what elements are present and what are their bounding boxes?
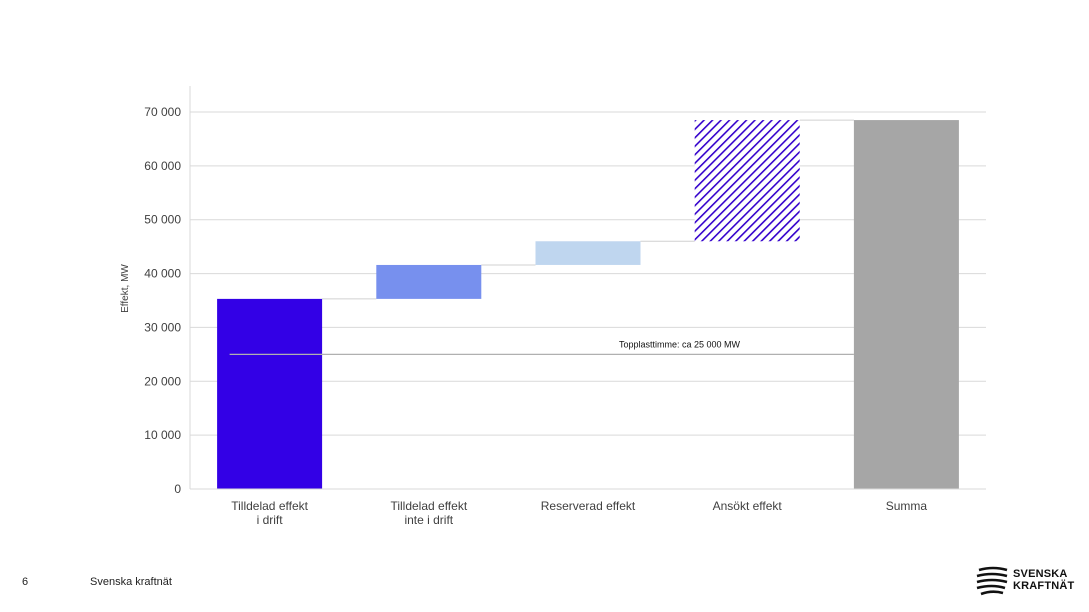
y-tick-label: 40 000	[144, 267, 181, 281]
y-tick-label: 70 000	[144, 105, 181, 119]
bar	[853, 120, 959, 489]
footer-organization: Svenska kraftnät	[90, 576, 172, 588]
bar	[217, 298, 323, 489]
x-category-label: i drift	[257, 513, 284, 527]
bar	[694, 120, 800, 242]
y-axis-title: Effekt, MW	[120, 264, 131, 313]
bar	[376, 264, 482, 299]
x-category-label: Tilldelad effekt	[390, 499, 467, 513]
bar	[535, 241, 641, 265]
logo-line-2: KRAFTNÄT	[1013, 580, 1075, 592]
y-tick-label: 10 000	[144, 428, 181, 442]
svenska-kraftnat-logo: SVENSKA KRAFTNÄT	[975, 564, 1075, 596]
page-number: 6	[22, 576, 29, 588]
x-category-label: Reserverad effekt	[541, 499, 636, 513]
x-category-label: inte i drift	[404, 513, 453, 527]
y-tick-label: 20 000	[144, 374, 181, 388]
waterfall-chart: Topplasttimme: ca 25 000 MW 0 10 000 20 00…	[120, 86, 986, 527]
y-tick-label: 50 000	[144, 213, 181, 227]
reference-line-label: Topplasttimme: ca 25 000 MW	[619, 339, 741, 349]
logo-line-1: SVENSKA	[1013, 568, 1068, 580]
logo-wordmark: SVENSKA KRAFTNÄT	[1013, 568, 1074, 592]
y-tick-label: 30 000	[144, 320, 181, 334]
x-category-label: Tilldelad effekt	[231, 499, 308, 513]
x-category-label: Ansökt effekt	[713, 499, 783, 513]
y-tick-label: 0	[174, 482, 181, 496]
logo-mark-icon	[976, 566, 1008, 596]
y-tick-label: 60 000	[144, 159, 181, 173]
x-category-label: Summa	[886, 499, 928, 513]
